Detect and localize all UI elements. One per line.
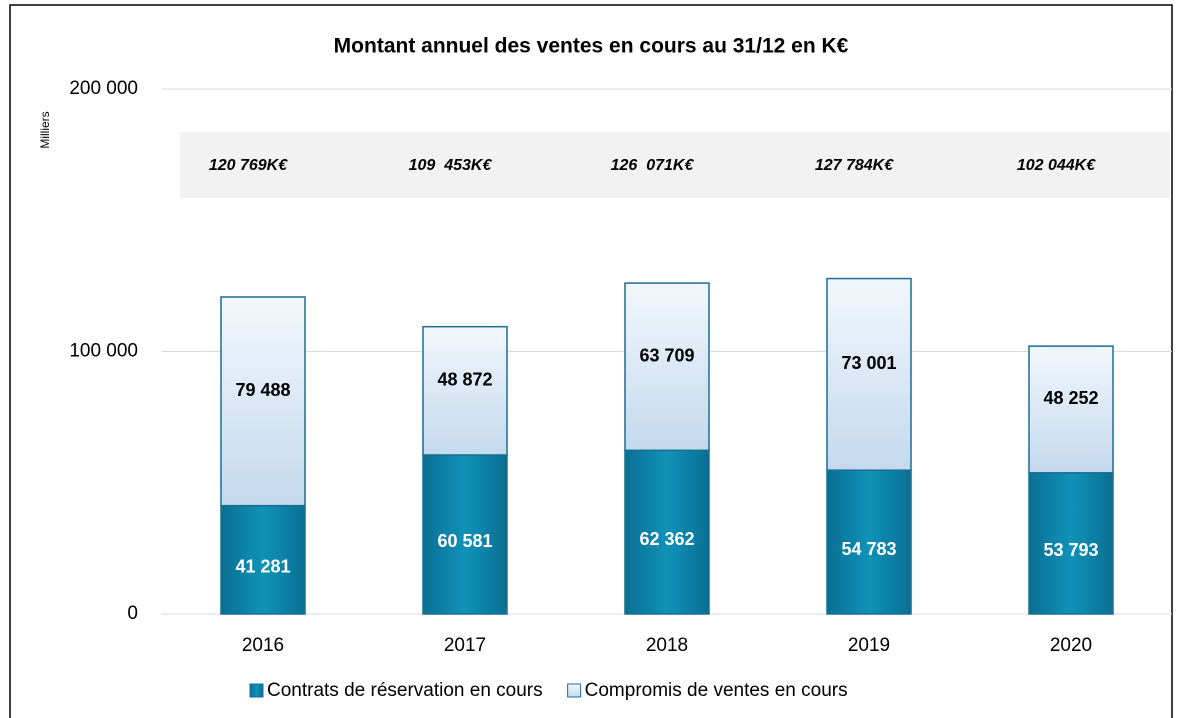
- legend-label: Contrats de réservation en cours: [267, 680, 543, 701]
- total-annotation: 109 453K€: [409, 157, 493, 174]
- bar-segment: [624, 449, 710, 615]
- y-tick-label: 100 000: [69, 341, 138, 362]
- bar-segment: [624, 282, 710, 452]
- value-label: 53 793: [1043, 540, 1098, 560]
- y-tick-label: 200 000: [69, 78, 138, 99]
- y-axis-label: Milliers: [38, 111, 52, 148]
- value-label: 63 709: [639, 345, 694, 365]
- chart-title: Montant annuel des ventes en cours au 31…: [334, 35, 849, 58]
- x-tick-label: 2016: [242, 635, 284, 656]
- x-tick-label: 2019: [848, 635, 890, 656]
- total-annotation: 102 044K€: [1017, 157, 1096, 174]
- total-annotation: 127 784K€: [815, 157, 894, 174]
- x-tick-label: 2017: [444, 635, 486, 656]
- x-tick-label: 2020: [1050, 635, 1092, 656]
- legend-label: Compromis de ventes en cours: [585, 680, 848, 701]
- legend-swatch: [249, 683, 264, 698]
- value-label: 41 281: [235, 557, 290, 577]
- value-label: 60 581: [437, 531, 492, 551]
- bar-segment: [422, 325, 508, 456]
- total-annotation: 120 769K€: [209, 157, 288, 174]
- total-annotation: 126 071K€: [611, 157, 695, 174]
- value-label: 79 488: [235, 380, 290, 400]
- value-label: 73 001: [841, 353, 896, 373]
- value-label: 48 872: [437, 370, 492, 390]
- value-label: 62 362: [639, 529, 694, 549]
- annotation-band: [180, 132, 1170, 198]
- bar-segment: [826, 277, 912, 471]
- value-label: 54 783: [841, 539, 896, 559]
- x-tick-label: 2018: [646, 635, 688, 656]
- frame: [9, 4, 1173, 718]
- value-label: 48 252: [1043, 388, 1098, 408]
- y-tick-label: 0: [127, 603, 138, 624]
- bar-segment: [1028, 345, 1114, 474]
- bar-segment: [1028, 472, 1114, 615]
- bar-segment: [220, 504, 306, 615]
- bar-segment: [220, 296, 306, 507]
- legend-swatch: [567, 683, 582, 698]
- bar-segment: [422, 454, 508, 615]
